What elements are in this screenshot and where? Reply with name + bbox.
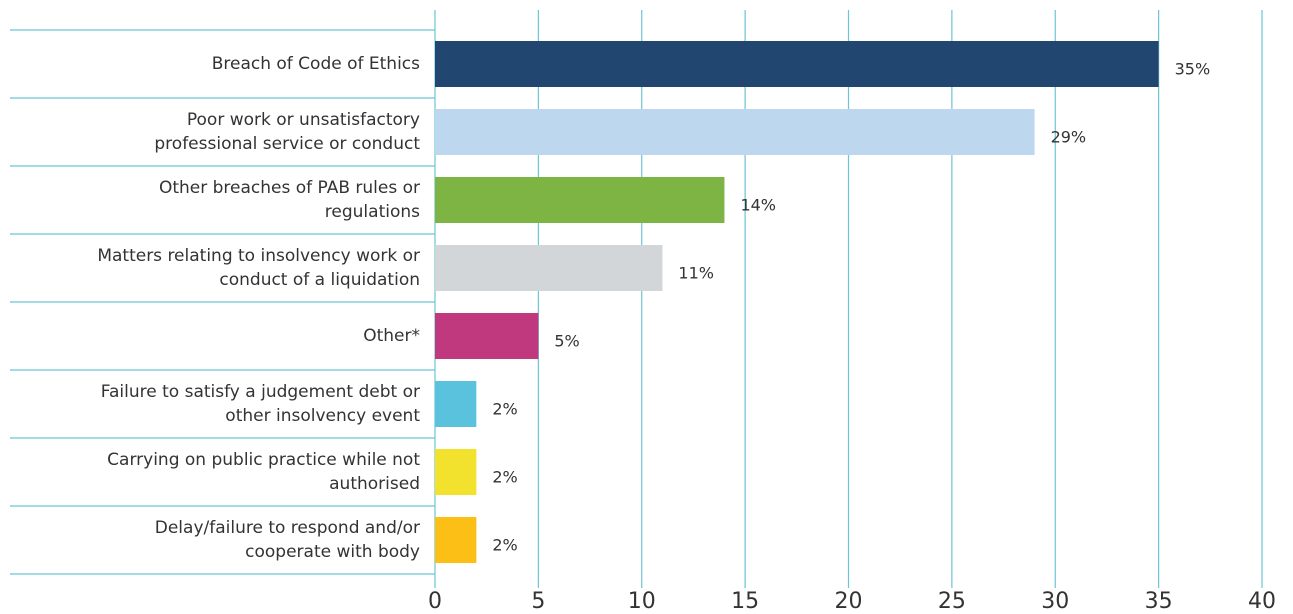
category-label-line: professional service or conduct bbox=[154, 134, 420, 154]
x-tick-label: 30 bbox=[1041, 589, 1069, 614]
category-label-line: Poor work or unsatisfactory bbox=[187, 110, 420, 130]
category-label: Poor work or unsatisfactory professional … bbox=[154, 110, 420, 154]
category-label-line: regulations bbox=[325, 202, 420, 222]
bar bbox=[435, 41, 1159, 87]
bar bbox=[435, 449, 477, 495]
x-tick-label: 40 bbox=[1248, 589, 1276, 614]
bar bbox=[435, 517, 477, 563]
category-label: Failure to satisfy a judgement debt or ot… bbox=[101, 382, 421, 426]
category-label-line: authorised bbox=[329, 474, 420, 494]
value-label: 2% bbox=[492, 536, 517, 555]
x-tick-label: 10 bbox=[628, 589, 656, 614]
bar bbox=[435, 313, 539, 359]
value-label: 5% bbox=[554, 332, 579, 351]
x-tick-label: 20 bbox=[835, 589, 863, 614]
category-label-line: Matters relating to insolvency work or bbox=[97, 246, 420, 266]
category-label-line: Other* bbox=[363, 326, 420, 346]
category-label: Matters relating to insolvency work or co… bbox=[97, 246, 420, 290]
x-tick-label: 5 bbox=[531, 589, 545, 614]
category-label-line: Failure to satisfy a judgement debt or bbox=[101, 382, 420, 402]
category-label-line: Delay/failure to respond and/or bbox=[155, 518, 420, 538]
x-tick-label: 25 bbox=[938, 589, 966, 614]
category-label-line: Breach of Code of Ethics bbox=[212, 54, 420, 74]
category-label: Other* bbox=[363, 326, 420, 346]
x-tick-label: 35 bbox=[1145, 589, 1173, 614]
x-tick-label: 0 bbox=[428, 589, 442, 614]
category-label: Carrying on public practice while not aut… bbox=[107, 450, 420, 494]
category-label-line: conduct of a liquidation bbox=[219, 270, 420, 290]
category-label-line: cooperate with body bbox=[245, 542, 420, 562]
value-label: 29% bbox=[1051, 128, 1087, 147]
bar bbox=[435, 109, 1035, 155]
value-label: 14% bbox=[740, 196, 776, 215]
category-label: Breach of Code of Ethics bbox=[212, 54, 420, 74]
bar bbox=[435, 245, 663, 291]
category-label-line: other insolvency event bbox=[225, 406, 420, 426]
category-label-line: Other breaches of PAB rules or bbox=[159, 178, 420, 198]
category-label-line: Carrying on public practice while not bbox=[107, 450, 420, 470]
category-label: Other breaches of PAB rules or regulation… bbox=[159, 178, 420, 222]
value-label: 2% bbox=[492, 468, 517, 487]
bar bbox=[435, 177, 725, 223]
value-label: 35% bbox=[1175, 60, 1211, 79]
category-label: Delay/failure to respond and/or cooperate… bbox=[155, 518, 420, 562]
value-label: 2% bbox=[492, 400, 517, 419]
x-tick-label: 15 bbox=[731, 589, 759, 614]
bar bbox=[435, 381, 477, 427]
value-label: 11% bbox=[678, 264, 714, 283]
